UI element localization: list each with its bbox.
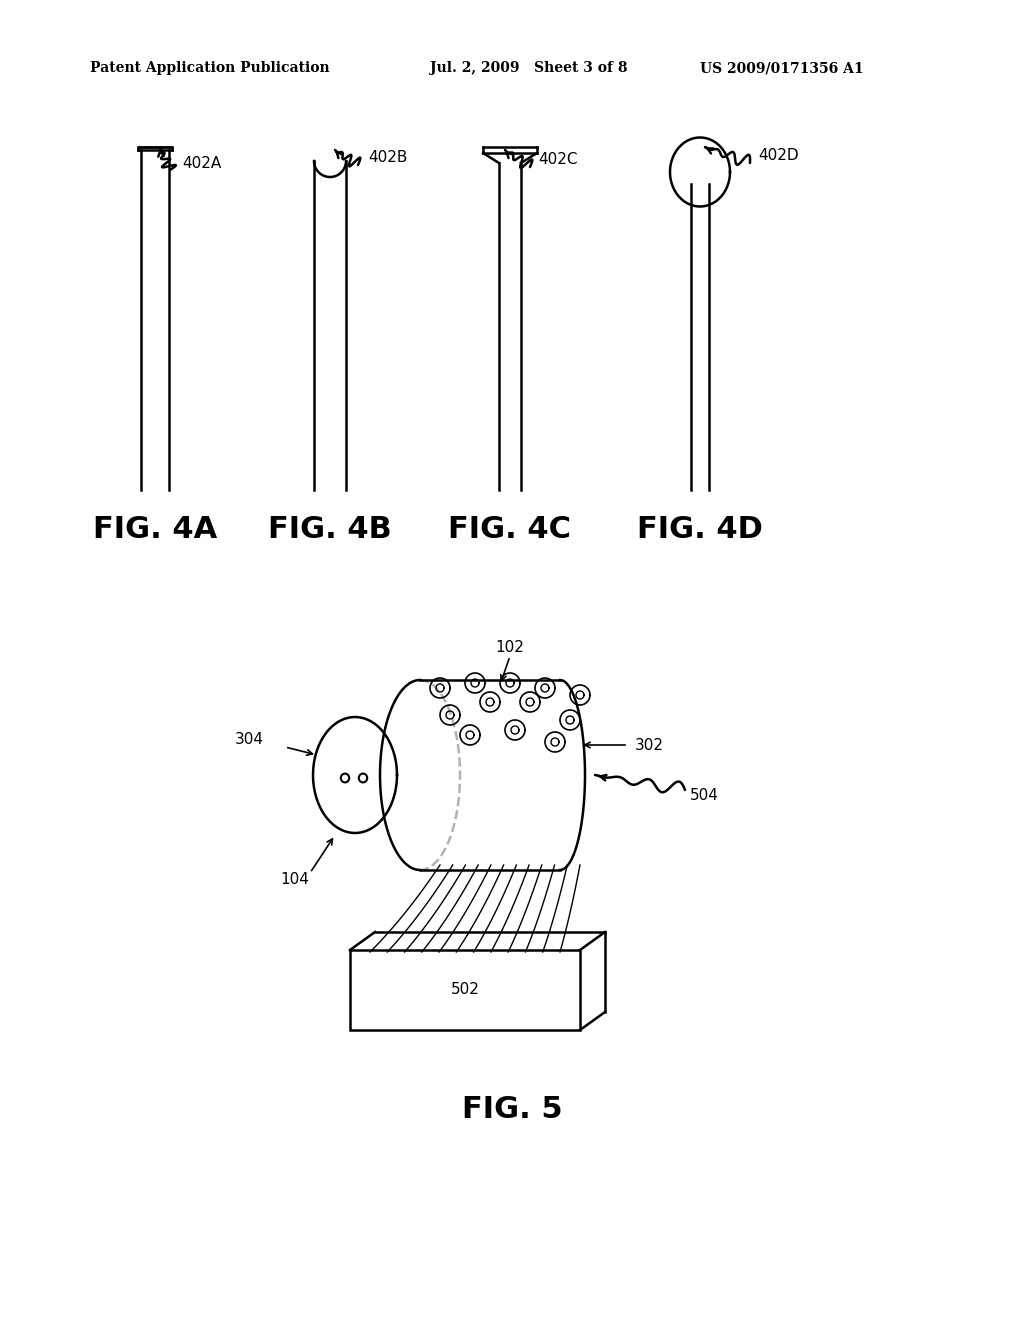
Text: FIG. 4D: FIG. 4D — [637, 516, 763, 544]
Text: FIG. 5: FIG. 5 — [462, 1096, 562, 1125]
Text: US 2009/0171356 A1: US 2009/0171356 A1 — [700, 61, 863, 75]
Text: 304: 304 — [234, 733, 264, 747]
Text: 402C: 402C — [538, 152, 578, 166]
Text: 302: 302 — [635, 738, 664, 752]
Text: 504: 504 — [690, 788, 719, 803]
Text: 104: 104 — [280, 873, 309, 887]
Text: 502: 502 — [451, 982, 479, 998]
Text: Jul. 2, 2009   Sheet 3 of 8: Jul. 2, 2009 Sheet 3 of 8 — [430, 61, 628, 75]
Text: 402D: 402D — [758, 149, 799, 164]
Text: FIG. 4B: FIG. 4B — [268, 516, 392, 544]
Text: FIG. 4C: FIG. 4C — [449, 516, 571, 544]
Text: 102: 102 — [496, 640, 524, 656]
Text: Patent Application Publication: Patent Application Publication — [90, 61, 330, 75]
Text: 402B: 402B — [368, 149, 408, 165]
Text: FIG. 4A: FIG. 4A — [93, 516, 217, 544]
Text: 402A: 402A — [182, 156, 221, 170]
